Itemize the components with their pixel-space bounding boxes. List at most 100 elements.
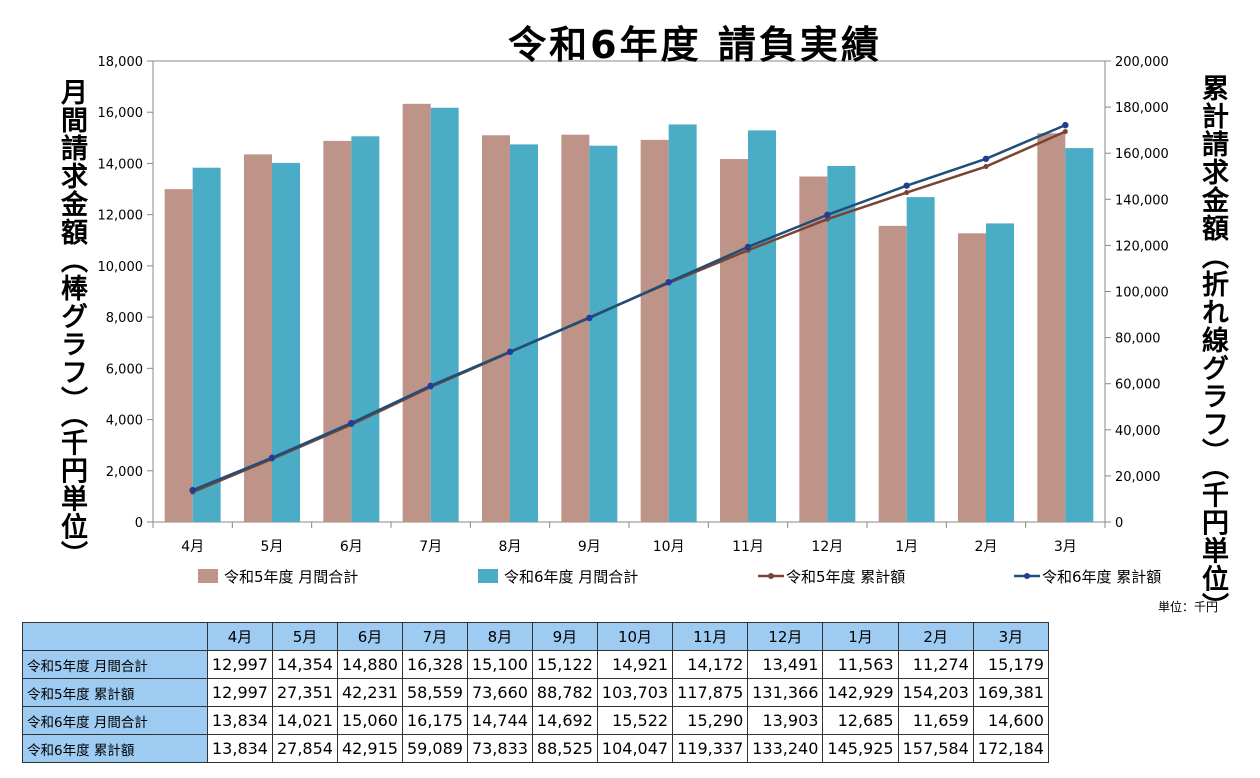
chart: 0 2,000 4,000 6,000 8,000 10,000 12,000 14,000 1… — [98, 55, 1169, 586]
table-column-header: 9月 — [531, 622, 598, 651]
line-point — [665, 278, 672, 286]
bar — [510, 144, 538, 522]
left-axis-tick-label: 10,000 — [98, 260, 144, 275]
line-point — [904, 190, 910, 196]
x-axis-tick-label: 6月 — [340, 539, 363, 555]
bar — [748, 130, 776, 522]
x-axis-tick-label: 5月 — [261, 539, 284, 555]
legend-label: 令和5年度 月間合計 — [224, 568, 358, 586]
table-cell: 154,203 — [897, 678, 974, 707]
bar — [164, 189, 193, 522]
table-cell: 131,366 — [747, 678, 824, 707]
series-line — [192, 123, 1066, 492]
line-point — [982, 155, 990, 162]
table-cell: 88,782 — [531, 678, 598, 707]
data-table: 4月 5月 6月 7月 8月 9月 10月 11月 12月 1月 2月 3月 令和5年度 月間合計 12… — [22, 622, 1049, 763]
line-point — [268, 454, 276, 461]
bar — [799, 176, 828, 522]
table-cell: 13,834 — [207, 706, 273, 735]
table-row-label: 令和5年度 月間合計 — [22, 650, 208, 679]
x-axis-tick-label: 7月 — [419, 539, 442, 555]
table-cell: 14,880 — [336, 650, 403, 679]
table-cell: 14,921 — [596, 650, 674, 679]
line-point — [586, 314, 593, 322]
bar — [986, 223, 1014, 522]
table-cell: 172,184 — [972, 734, 1049, 763]
line-point — [983, 164, 989, 170]
left-axis-label: 月間請求金額（棒グラフ）（千円単位） — [56, 78, 87, 569]
right-axis-tick-label: 0 — [1115, 516, 1123, 531]
right-axis-tick-label: 80,000 — [1115, 332, 1161, 347]
table-cell: 133,240 — [747, 734, 824, 763]
bar — [958, 233, 986, 523]
table-header-row: 4月 5月 6月 7月 8月 9月 10月 11月 12月 1月 2月 3月 — [22, 622, 1049, 651]
x-axis-tick-label: 8月 — [499, 539, 522, 555]
table-cell: 14,692 — [531, 706, 598, 735]
line-point — [744, 243, 752, 251]
bar — [402, 103, 431, 522]
table-cell: 14,021 — [271, 706, 338, 735]
table-column-header: 1月 — [822, 622, 899, 651]
bar — [192, 167, 221, 522]
bar — [1037, 133, 1066, 522]
table-cell: 142,929 — [822, 678, 899, 707]
x-axis-tick-label: 4月 — [181, 539, 204, 555]
table-cell: 15,100 — [466, 650, 533, 679]
table-cell: 88,525 — [531, 734, 598, 763]
right-axis-label: 累計請求金額（折れ線グラフ）（千円単位） — [1197, 74, 1228, 621]
table-cell: 12,997 — [207, 678, 273, 707]
legend-label: 令和5年度 累計額 — [786, 568, 905, 586]
table-cell: 42,915 — [336, 734, 403, 763]
table-cell: 14,172 — [672, 650, 749, 679]
right-axis-tick-label: 20,000 — [1115, 470, 1161, 485]
bar — [640, 139, 669, 522]
table-row: 令和6年度 月間合計 13,834 14,021 15,060 16,175 14,744… — [22, 706, 1049, 735]
table-cell: 11,274 — [897, 650, 974, 679]
table-cell: 12,997 — [207, 650, 273, 679]
table-cell: 14,744 — [466, 706, 533, 735]
table-cell: 145,925 — [822, 734, 899, 763]
table-cell: 27,351 — [271, 678, 338, 707]
table-cell: 16,328 — [401, 650, 468, 679]
table-cell: 15,122 — [531, 650, 598, 679]
bar — [589, 145, 618, 522]
legend-marker — [1024, 573, 1030, 579]
table-cell: 27,854 — [271, 734, 338, 763]
table-cell: 11,659 — [897, 706, 974, 735]
right-axis-tick-label: 120,000 — [1115, 239, 1169, 254]
table-cell: 169,381 — [972, 678, 1049, 707]
legend-label: 令和6年度 月間合計 — [504, 568, 638, 586]
chart-title: 令和6年度 請負実績 — [508, 23, 882, 67]
table-cell: 119,337 — [672, 734, 749, 763]
table-cell: 104,047 — [596, 734, 674, 763]
table-cell: 59,089 — [401, 734, 468, 763]
right-axis-tick-label: 40,000 — [1115, 424, 1161, 439]
table-column-header: 8月 — [466, 622, 533, 651]
table-column-header: 10月 — [596, 622, 674, 651]
left-axis-tick-label: 16,000 — [98, 106, 144, 121]
table-cell: 42,231 — [336, 678, 403, 707]
right-axis-tick-label: 180,000 — [1115, 101, 1169, 116]
line-point — [824, 211, 831, 219]
left-axis-tick-label: 12,000 — [98, 209, 144, 224]
left-axis-tick-label: 4,000 — [106, 414, 143, 429]
right-axis-tick-label: 100,000 — [1115, 286, 1169, 301]
table-cell: 15,179 — [972, 650, 1049, 679]
table-cell: 117,875 — [672, 678, 749, 707]
line-point — [506, 348, 514, 356]
x-axis-tick-label: 9月 — [578, 539, 601, 555]
table-cell: 12,685 — [822, 706, 899, 735]
table-cell: 14,600 — [972, 706, 1049, 735]
line-point — [189, 486, 196, 494]
table-cell: 15,290 — [672, 706, 749, 735]
table-cell: 73,660 — [466, 678, 533, 707]
left-axis-tick-label: 6,000 — [106, 362, 143, 377]
left-axis-tick-label: 14,000 — [98, 157, 144, 172]
left-axis-tick-label: 0 — [135, 516, 143, 531]
table-column-header: 6月 — [336, 622, 403, 651]
table-cell: 15,060 — [336, 706, 403, 735]
legend-swatch — [478, 569, 498, 583]
table-cell: 13,903 — [747, 706, 824, 735]
table-cell: 14,354 — [271, 650, 338, 679]
table-row: 令和6年度 累計額 13,834 27,854 42,915 59,089 73,833 8… — [22, 734, 1049, 763]
